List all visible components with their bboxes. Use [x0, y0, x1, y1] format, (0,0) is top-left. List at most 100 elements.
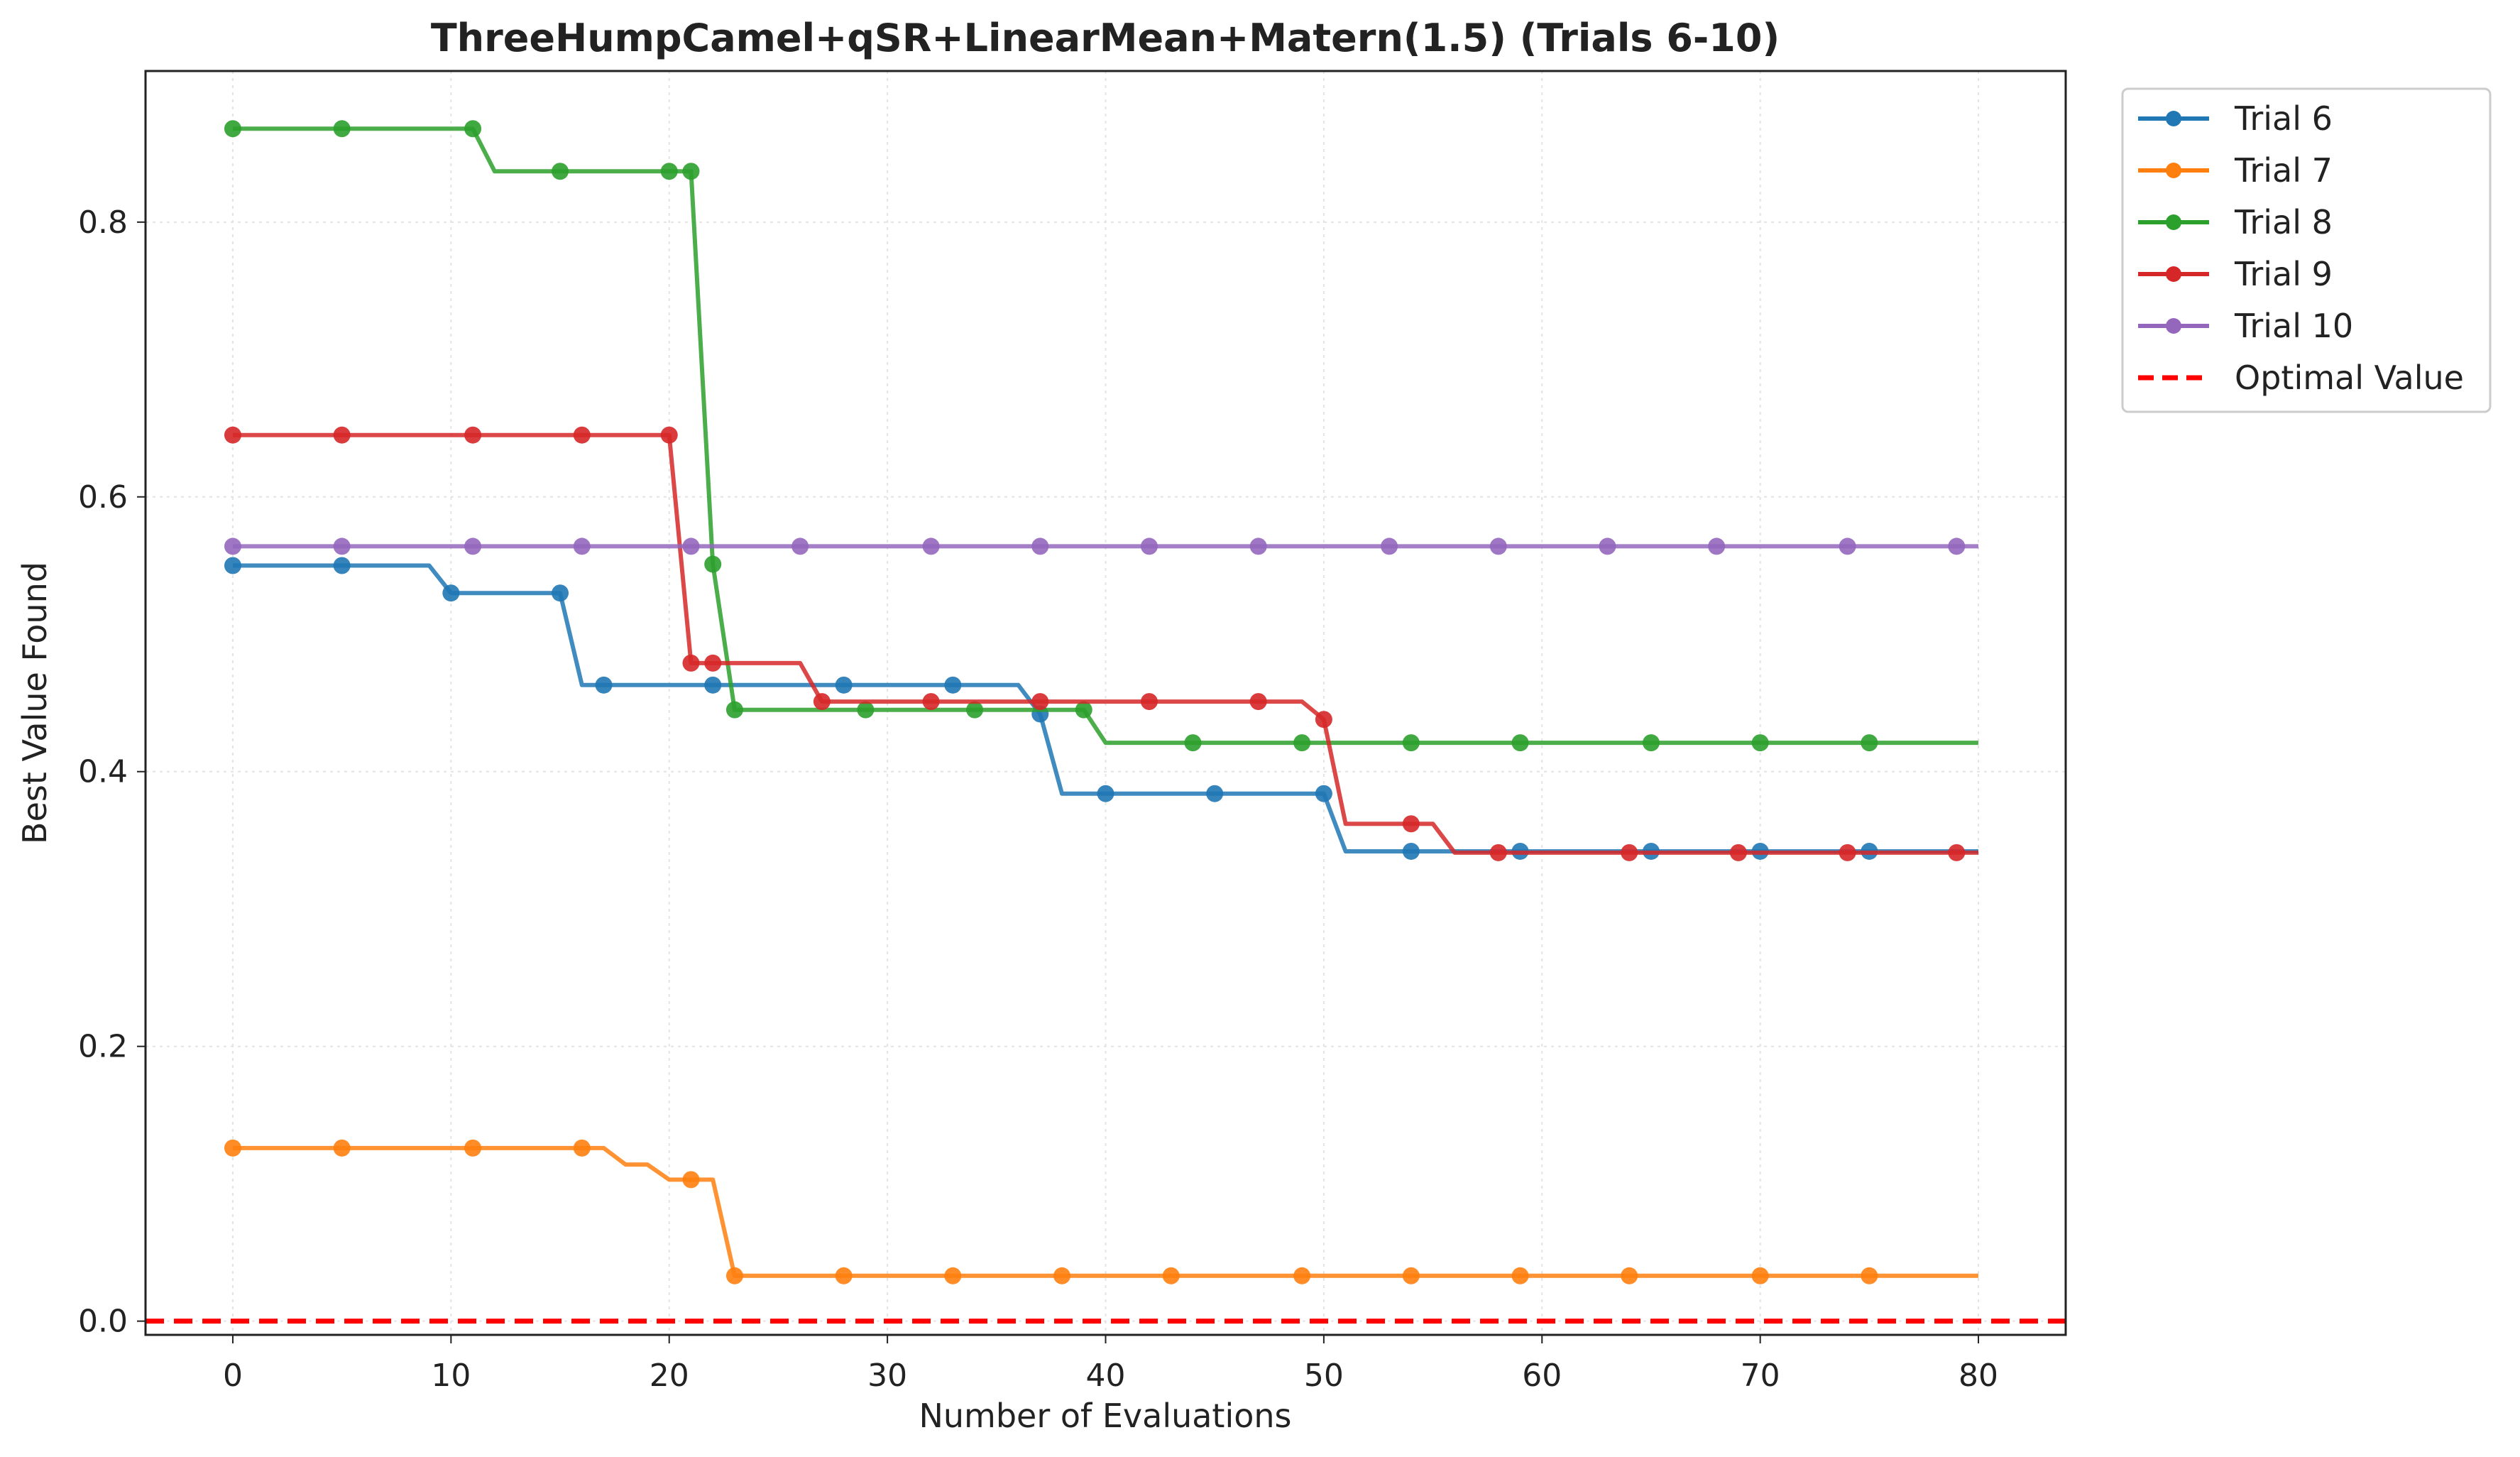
data-point	[1948, 844, 1966, 861]
data-point	[1402, 734, 1420, 752]
legend-item: Trial 6	[2138, 99, 2333, 138]
data-point	[1140, 693, 1158, 711]
axis-ticks: 0 10 20 30 40 50 60 70 80 0.0 0.2 0.4 0.6 0.8	[78, 204, 1998, 1394]
y-tick-label: 0.2	[78, 1029, 128, 1065]
data-point	[224, 537, 241, 555]
data-point	[573, 537, 591, 555]
data-point	[1948, 537, 1966, 555]
data-point	[333, 1139, 351, 1157]
chart-title: ThreeHumpCamel+qSR+LinearMean+Matern(1.5…	[431, 16, 1780, 60]
y-axis-title: Best Value Found	[16, 562, 54, 844]
series-line	[233, 563, 1978, 853]
x-tick-label: 10	[431, 1358, 471, 1394]
legend-marker	[2166, 163, 2181, 178]
data-point	[1751, 1267, 1769, 1284]
data-point	[1489, 844, 1507, 861]
data-point	[1642, 734, 1660, 752]
data-point	[1140, 537, 1158, 555]
legend-item: Trial 7	[2138, 151, 2333, 190]
data-point	[1315, 785, 1332, 802]
data-point	[813, 693, 831, 711]
legend-marker	[2166, 318, 2181, 334]
legend: Trial 6 Trial 7 Trial 8 Trial 9 Trial 10 Opti…	[2121, 87, 2492, 413]
data-point	[442, 584, 460, 602]
data-point	[1511, 734, 1529, 752]
data-point	[1381, 537, 1398, 555]
data-point	[1053, 1267, 1071, 1284]
series-trial-6	[224, 557, 1978, 860]
legend-label: Trial 10	[2234, 307, 2353, 345]
data-point	[1839, 537, 1856, 555]
data-point	[944, 676, 962, 694]
x-axis-title: Number of Evaluations	[919, 1397, 1291, 1435]
data-point	[857, 701, 875, 719]
data-point	[573, 1139, 591, 1157]
series-trial-8	[224, 120, 1978, 752]
legend-item: Optimal Value	[2138, 359, 2464, 397]
series-trial-9	[224, 426, 1978, 861]
data-point	[1621, 1267, 1638, 1284]
data-point	[1861, 1267, 1878, 1284]
data-point	[1293, 734, 1311, 752]
legend-item: Trial 8	[2138, 203, 2333, 241]
x-tick-label: 30	[867, 1358, 907, 1394]
plot-area	[146, 120, 2066, 1324]
data-point	[1184, 734, 1202, 752]
data-point	[682, 654, 700, 672]
legend-label: Trial 7	[2234, 151, 2333, 190]
data-point	[1621, 844, 1638, 861]
data-point	[1729, 844, 1747, 861]
legend-marker	[2166, 111, 2181, 126]
y-tick-label: 0.6	[78, 479, 128, 515]
data-point	[1031, 537, 1049, 555]
y-tick-label: 0.0	[78, 1304, 128, 1340]
data-point	[464, 426, 482, 444]
data-point	[1249, 537, 1267, 555]
data-point	[333, 120, 351, 138]
data-point	[682, 163, 700, 180]
data-point	[224, 426, 241, 444]
data-point	[1162, 1267, 1180, 1284]
data-point	[922, 693, 940, 711]
data-point	[224, 557, 241, 574]
series-line	[233, 432, 1978, 855]
data-point	[704, 676, 722, 694]
data-point	[1293, 1267, 1311, 1284]
data-point	[1249, 693, 1267, 711]
data-point	[333, 557, 351, 574]
data-point	[1861, 734, 1878, 752]
data-point	[224, 1139, 241, 1157]
data-point	[704, 555, 722, 573]
data-point	[595, 676, 613, 694]
data-point	[682, 1171, 700, 1189]
data-point	[333, 537, 351, 555]
data-point	[922, 537, 940, 555]
series-trial-7	[224, 1139, 1978, 1284]
y-tick-label: 0.8	[78, 204, 128, 241]
data-point	[835, 676, 853, 694]
data-point	[704, 654, 722, 672]
x-tick-label: 80	[1959, 1358, 1998, 1394]
series-trial-10	[224, 537, 1978, 555]
data-point	[1402, 842, 1420, 860]
data-point	[224, 120, 241, 138]
x-tick-label: 0	[223, 1358, 243, 1394]
data-point	[1315, 711, 1332, 728]
legend-frame	[2121, 87, 2492, 413]
data-point	[660, 163, 678, 180]
data-point	[660, 426, 678, 444]
data-point	[333, 426, 351, 444]
data-point	[1599, 537, 1616, 555]
data-point	[464, 1139, 482, 1157]
data-point	[1511, 1267, 1529, 1284]
data-point	[835, 1267, 853, 1284]
legend-item: Trial 9	[2138, 255, 2333, 293]
x-tick-label: 20	[650, 1358, 689, 1394]
data-point	[944, 1267, 962, 1284]
data-point	[1839, 844, 1856, 861]
data-point	[791, 537, 809, 555]
data-point	[552, 163, 569, 180]
data-point	[725, 1267, 743, 1284]
data-point	[1031, 693, 1049, 711]
